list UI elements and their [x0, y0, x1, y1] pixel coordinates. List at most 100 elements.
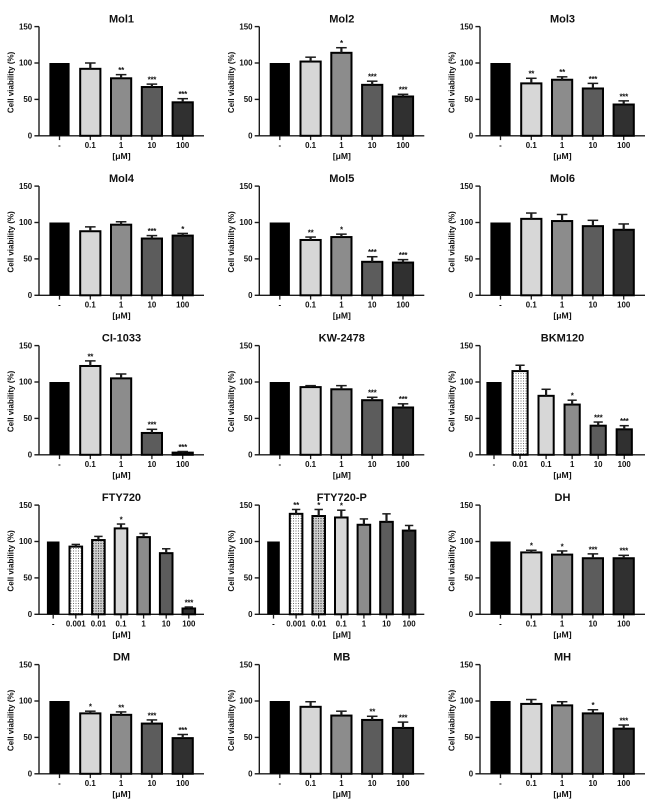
svg-text:1: 1 [141, 620, 146, 629]
svg-text:100: 100 [617, 301, 631, 310]
svg-text:150: 150 [19, 182, 33, 191]
svg-text:0: 0 [28, 291, 33, 300]
svg-text:10: 10 [594, 460, 603, 469]
svg-text:100: 100 [460, 218, 474, 227]
svg-text:Cell viability (%): Cell viability (%) [227, 370, 236, 432]
svg-text:1: 1 [560, 620, 565, 629]
svg-text:10: 10 [589, 301, 598, 310]
svg-text:0: 0 [469, 451, 474, 460]
svg-text:1: 1 [119, 141, 124, 150]
svg-text:***: *** [178, 443, 188, 452]
svg-text:100: 100 [618, 460, 632, 469]
svg-text:10: 10 [148, 141, 157, 150]
svg-text:***: *** [399, 395, 409, 404]
svg-text:FTY720-P: FTY720-P [317, 492, 367, 504]
svg-text:***: *** [589, 545, 599, 554]
svg-text:*: * [317, 501, 321, 510]
svg-text:0: 0 [248, 451, 253, 460]
svg-text:100: 100 [176, 301, 190, 310]
svg-text:0: 0 [28, 610, 33, 619]
svg-text:1: 1 [362, 620, 367, 629]
svg-text:1: 1 [119, 301, 124, 310]
svg-text:0.01: 0.01 [311, 620, 327, 629]
svg-text:0.1: 0.1 [116, 620, 128, 629]
svg-text:***: *** [178, 90, 188, 99]
svg-text:1: 1 [560, 141, 565, 150]
svg-text:*: * [181, 225, 185, 234]
svg-text:100: 100 [460, 59, 474, 68]
svg-text:BKM120: BKM120 [541, 332, 584, 344]
svg-text:50: 50 [23, 733, 32, 742]
svg-text:100: 100 [19, 537, 33, 546]
svg-text:150: 150 [460, 341, 474, 350]
svg-text:[μM]: [μM] [553, 151, 571, 161]
svg-text:-: - [278, 460, 281, 469]
svg-text:Cell viability (%): Cell viability (%) [448, 370, 457, 432]
svg-text:100: 100 [460, 537, 474, 546]
svg-text:*: * [340, 226, 344, 235]
svg-text:Cell viability (%): Cell viability (%) [227, 51, 236, 113]
svg-text:1: 1 [119, 779, 124, 788]
svg-text:50: 50 [244, 414, 253, 423]
svg-text:[μM]: [μM] [553, 470, 571, 480]
svg-text:150: 150 [460, 22, 474, 31]
svg-text:***: *** [619, 92, 629, 101]
svg-text:Cell viability (%): Cell viability (%) [227, 211, 236, 273]
svg-text:KW-2478: KW-2478 [319, 332, 365, 344]
svg-text:***: *** [368, 73, 378, 82]
svg-text:0.1: 0.1 [305, 460, 317, 469]
svg-text:[μM]: [μM] [553, 311, 571, 321]
svg-text:-: - [278, 779, 281, 788]
svg-text:***: *** [399, 714, 409, 723]
svg-text:100: 100 [396, 301, 410, 310]
svg-text:0.1: 0.1 [85, 301, 97, 310]
svg-text:0: 0 [248, 291, 253, 300]
svg-text:**: ** [118, 703, 125, 712]
svg-text:0.1: 0.1 [85, 460, 97, 469]
svg-text:***: *** [619, 547, 629, 556]
svg-text:100: 100 [239, 378, 253, 387]
svg-text:[μM]: [μM] [333, 311, 351, 321]
svg-text:0: 0 [28, 451, 33, 460]
svg-text:10: 10 [148, 460, 157, 469]
svg-text:Cell viability (%): Cell viability (%) [7, 689, 16, 751]
svg-text:MH: MH [554, 651, 571, 663]
svg-text:100: 100 [617, 779, 631, 788]
svg-text:50: 50 [464, 95, 473, 104]
svg-text:100: 100 [19, 378, 33, 387]
svg-text:0.1: 0.1 [85, 779, 97, 788]
svg-text:150: 150 [239, 182, 253, 191]
svg-text:MB: MB [333, 651, 350, 663]
svg-text:0.1: 0.1 [526, 620, 538, 629]
svg-text:100: 100 [460, 378, 474, 387]
svg-text:*: * [530, 542, 534, 551]
svg-text:100: 100 [239, 59, 253, 68]
svg-text:50: 50 [244, 574, 253, 583]
svg-text:10: 10 [589, 779, 598, 788]
svg-text:50: 50 [23, 574, 32, 583]
svg-text:***: *** [620, 417, 630, 426]
svg-text:FTY720: FTY720 [102, 492, 141, 504]
svg-text:150: 150 [460, 501, 474, 510]
svg-text:Mol6: Mol6 [550, 173, 575, 185]
svg-text:50: 50 [23, 95, 32, 104]
svg-text:0: 0 [248, 132, 253, 141]
svg-text:50: 50 [244, 733, 253, 742]
svg-text:0: 0 [469, 770, 474, 779]
svg-text:150: 150 [460, 182, 474, 191]
svg-text:0: 0 [469, 291, 474, 300]
svg-text:100: 100 [239, 697, 253, 706]
svg-text:0.1: 0.1 [305, 141, 317, 150]
svg-text:*: * [561, 542, 565, 551]
svg-text:Cell viability (%): Cell viability (%) [448, 530, 457, 592]
svg-text:Cell viability (%): Cell viability (%) [448, 211, 457, 273]
svg-text:100: 100 [460, 697, 474, 706]
svg-text:10: 10 [589, 141, 598, 150]
svg-text:100: 100 [19, 697, 33, 706]
svg-text:0: 0 [469, 132, 474, 141]
svg-text:1: 1 [339, 460, 344, 469]
svg-text:-: - [58, 460, 61, 469]
svg-text:[μM]: [μM] [333, 470, 351, 480]
svg-text:-: - [499, 779, 502, 788]
svg-text:Mol1: Mol1 [109, 13, 134, 25]
